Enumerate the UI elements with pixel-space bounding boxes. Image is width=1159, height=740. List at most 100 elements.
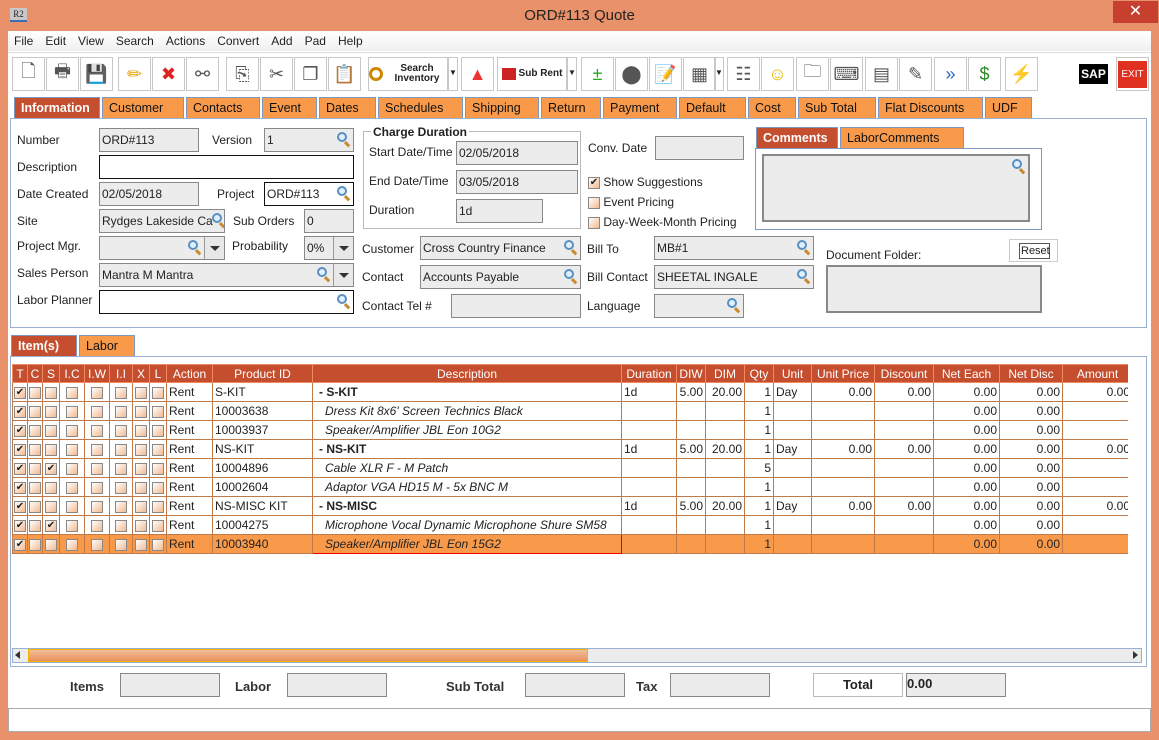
checkbox[interactable] bbox=[115, 538, 127, 551]
checkbox[interactable] bbox=[152, 386, 164, 399]
flag-cell[interactable] bbox=[59, 534, 85, 554]
new-document-button[interactable]: 🗋 bbox=[12, 57, 45, 91]
copy-to-button[interactable]: ⎘ bbox=[226, 57, 259, 91]
checkbox[interactable] bbox=[152, 538, 164, 551]
folder-clock-button[interactable]: 🗀 bbox=[796, 57, 829, 91]
checkbox[interactable] bbox=[66, 481, 78, 494]
checkbox[interactable] bbox=[91, 519, 103, 532]
checkbox[interactable] bbox=[66, 500, 78, 513]
sub-rent-dropdown[interactable]: ▼ bbox=[567, 57, 577, 91]
lightning-button[interactable]: ⚡ bbox=[1005, 57, 1038, 91]
flag-cell[interactable] bbox=[109, 420, 133, 440]
flag-cell[interactable]: ✔ bbox=[42, 515, 60, 535]
flag-cell[interactable] bbox=[84, 420, 110, 440]
flag-cell[interactable] bbox=[27, 382, 43, 402]
delete-x-button[interactable]: ✖ bbox=[152, 57, 185, 91]
scroll-right-icon[interactable] bbox=[1133, 651, 1138, 659]
search-icon[interactable] bbox=[212, 213, 222, 223]
flag-cell[interactable]: ✔ bbox=[12, 477, 28, 497]
checkbox-checked[interactable]: ✔ bbox=[14, 538, 26, 551]
contact-field[interactable]: Accounts Payable bbox=[420, 265, 581, 289]
checkbox[interactable] bbox=[152, 500, 164, 513]
search-icon[interactable] bbox=[337, 186, 347, 196]
flag-cell[interactable] bbox=[59, 439, 85, 459]
tab-cost[interactable]: Cost bbox=[748, 97, 796, 118]
flag-cell[interactable]: ✔ bbox=[12, 382, 28, 402]
search-icon[interactable] bbox=[797, 240, 807, 250]
flag-cell[interactable] bbox=[109, 477, 133, 497]
exit-button[interactable]: EXIT bbox=[1116, 57, 1149, 91]
contact-tel-field[interactable] bbox=[451, 294, 581, 318]
number-field[interactable]: ORD#113 bbox=[99, 128, 199, 152]
checkbox[interactable] bbox=[135, 519, 147, 532]
flag-cell[interactable] bbox=[42, 401, 60, 421]
flag-cell[interactable] bbox=[149, 401, 167, 421]
checkbox[interactable] bbox=[91, 405, 103, 418]
column-header-i-i[interactable]: I.I bbox=[109, 364, 133, 383]
checkbox[interactable] bbox=[29, 500, 41, 513]
calendar-button[interactable]: ▦ bbox=[683, 57, 716, 91]
checkbox[interactable] bbox=[91, 386, 103, 399]
checkbox[interactable] bbox=[152, 519, 164, 532]
checkbox[interactable] bbox=[115, 481, 127, 494]
tab-comments[interactable]: Comments bbox=[756, 127, 838, 149]
checkbox[interactable] bbox=[115, 519, 127, 532]
search-icon[interactable] bbox=[727, 298, 737, 308]
flag-cell[interactable] bbox=[132, 382, 150, 402]
search-icon[interactable] bbox=[337, 294, 347, 304]
checkbox[interactable] bbox=[135, 481, 147, 494]
flag-cell[interactable] bbox=[42, 420, 60, 440]
checkbox[interactable] bbox=[152, 424, 164, 437]
binoculars-button[interactable]: ⚯ bbox=[186, 57, 219, 91]
scrollbar-thumb[interactable] bbox=[28, 649, 588, 662]
menu-search[interactable]: Search bbox=[115, 34, 154, 48]
column-header-net-each[interactable]: Net Each bbox=[933, 364, 1000, 383]
checkbox[interactable] bbox=[45, 424, 57, 437]
flag-cell[interactable] bbox=[149, 458, 167, 478]
checkbox[interactable] bbox=[115, 462, 127, 475]
checkbox[interactable] bbox=[135, 538, 147, 551]
checkbox[interactable] bbox=[66, 405, 78, 418]
flag-cell[interactable] bbox=[27, 515, 43, 535]
tab-contacts[interactable]: Contacts bbox=[186, 97, 260, 118]
flag-cell[interactable] bbox=[27, 401, 43, 421]
checkbox[interactable] bbox=[29, 519, 41, 532]
print-button[interactable]: 🖶 bbox=[46, 57, 79, 91]
flag-cell[interactable] bbox=[149, 477, 167, 497]
probability-select[interactable]: 0% bbox=[304, 236, 354, 260]
column-header-product-id[interactable]: Product ID bbox=[212, 364, 313, 383]
keyboard-key-button[interactable]: ⌨ bbox=[830, 57, 863, 91]
checkbox-checked[interactable]: ✔ bbox=[14, 424, 26, 437]
column-header-duration[interactable]: Duration bbox=[621, 364, 677, 383]
project-mgr-field[interactable] bbox=[99, 236, 225, 260]
checkbox[interactable] bbox=[29, 386, 41, 399]
flag-cell[interactable] bbox=[132, 458, 150, 478]
flag-cell[interactable] bbox=[84, 515, 110, 535]
column-header-discount[interactable]: Discount bbox=[874, 364, 934, 383]
flag-cell[interactable] bbox=[149, 439, 167, 459]
comments-textarea[interactable] bbox=[762, 154, 1030, 222]
table-row[interactable]: ✔ Rent S-KIT - S-KIT 1d 5.00 20.00 1 Day 0.00 0.00… bbox=[12, 382, 1128, 402]
checkbox[interactable] bbox=[135, 462, 147, 475]
search-icon[interactable] bbox=[317, 267, 327, 277]
table-row[interactable]: ✔ Rent NS-MISC KIT - NS-MISC 1d 5.00 20.00 1 Day… bbox=[12, 496, 1128, 516]
flag-cell[interactable] bbox=[84, 534, 110, 554]
tab-event[interactable]: Event bbox=[262, 97, 317, 118]
flag-cell[interactable] bbox=[132, 439, 150, 459]
menu-edit[interactable]: Edit bbox=[45, 34, 67, 48]
checkbox[interactable] bbox=[45, 500, 57, 513]
tab-labor-comments[interactable]: LaborComments bbox=[840, 127, 964, 149]
checkbox[interactable] bbox=[66, 538, 78, 551]
checkbox-checked[interactable]: ✔ bbox=[45, 519, 57, 532]
paste-button[interactable]: 📋 bbox=[328, 57, 361, 91]
checkbox[interactable] bbox=[91, 538, 103, 551]
dwm-pricing-checkbox[interactable]: Day-Week-Month Pricing bbox=[588, 215, 737, 229]
version-field[interactable]: 1 bbox=[264, 128, 354, 152]
scroll-left-icon[interactable] bbox=[15, 651, 20, 659]
column-header-i-w[interactable]: I.W bbox=[84, 364, 110, 383]
flag-cell[interactable] bbox=[42, 496, 60, 516]
checkbox[interactable] bbox=[588, 196, 600, 209]
tab-labor[interactable]: Labor bbox=[79, 335, 135, 356]
checkbox[interactable] bbox=[29, 405, 41, 418]
flag-cell[interactable]: ✔ bbox=[12, 496, 28, 516]
